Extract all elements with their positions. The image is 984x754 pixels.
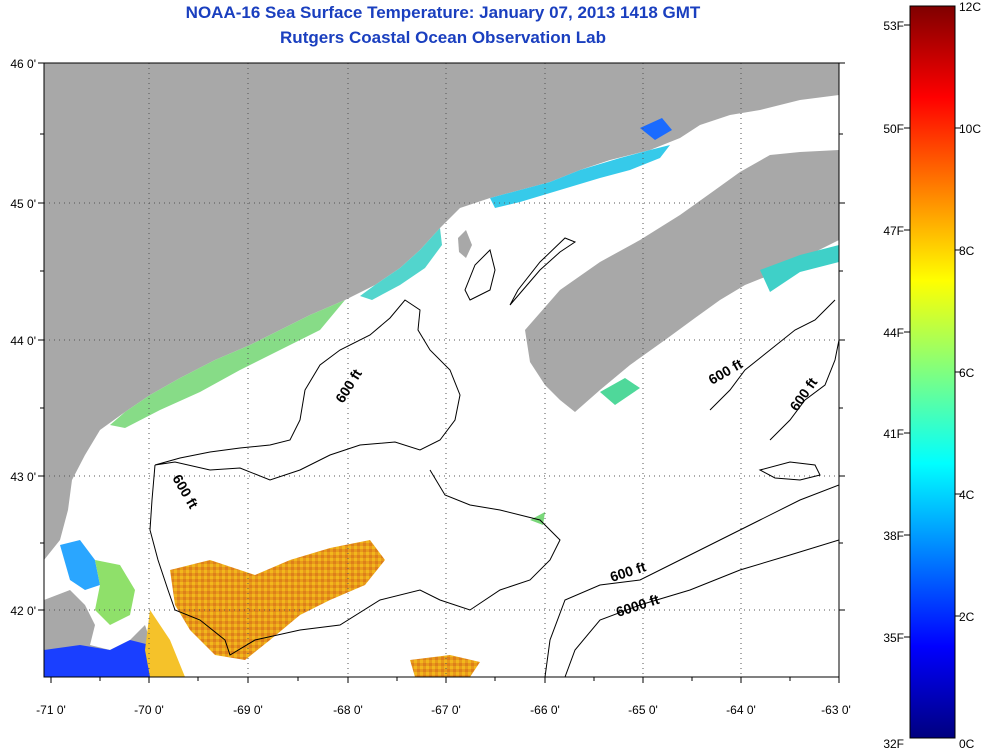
map-subtitle: Rutgers Coastal Ocean Observation Lab [280,28,606,47]
land-island [458,230,472,258]
colorbar-label-2c: 2C [959,610,975,624]
colorbar-label-4c: 4C [959,488,975,502]
colorbar [909,5,956,739]
depth-contours [149,237,839,677]
lon-label-66: -66 0' [530,703,560,717]
colorbar-label-8c: 8C [959,244,975,258]
lat-label-45: 45 0' [10,197,36,211]
lat-label-42: 42 0' [10,604,36,618]
lon-label-70: -70 0' [134,703,164,717]
lon-label-68: -68 0' [333,703,363,717]
colorbar-label-38f: 38F [883,529,904,543]
lon-label-67: -67 0' [431,703,461,717]
colorbar-label-10c: 10C [959,122,981,136]
lon-label-65: -65 0' [628,703,658,717]
colorbar-label-41f: 41F [883,427,904,441]
lat-label-43: 43 0' [10,470,36,484]
colorbar-ticks [904,24,961,638]
colorbar-label-44f: 44F [883,326,904,340]
lat-label-46: 46 0' [10,57,36,71]
lon-label-63: -63 0' [821,703,851,717]
colorbar-label-0c: 0C [959,737,975,751]
lat-label-44: 44 0' [10,334,36,348]
map-title: NOAA-16 Sea Surface Temperature: January… [185,3,701,22]
land-mainland [44,63,839,560]
colorbar-label-53f: 53F [883,19,904,33]
colorbar-label-50f: 50F [883,122,904,136]
lon-label-71: -71 0' [36,703,66,717]
lon-label-69: -69 0' [233,703,263,717]
axis-ticks [38,62,845,683]
colorbar-label-47f: 47F [883,224,904,238]
lon-label-64: -64 0' [726,703,756,717]
colorbar-label-32f: 32F [883,737,904,751]
colorbar-label-6c: 6C [959,366,975,380]
land-nova-scotia [525,150,839,412]
colorbar-label-12c: 12C [959,0,981,14]
map-frame [43,62,840,678]
colorbar-label-35f: 35F [883,631,904,645]
